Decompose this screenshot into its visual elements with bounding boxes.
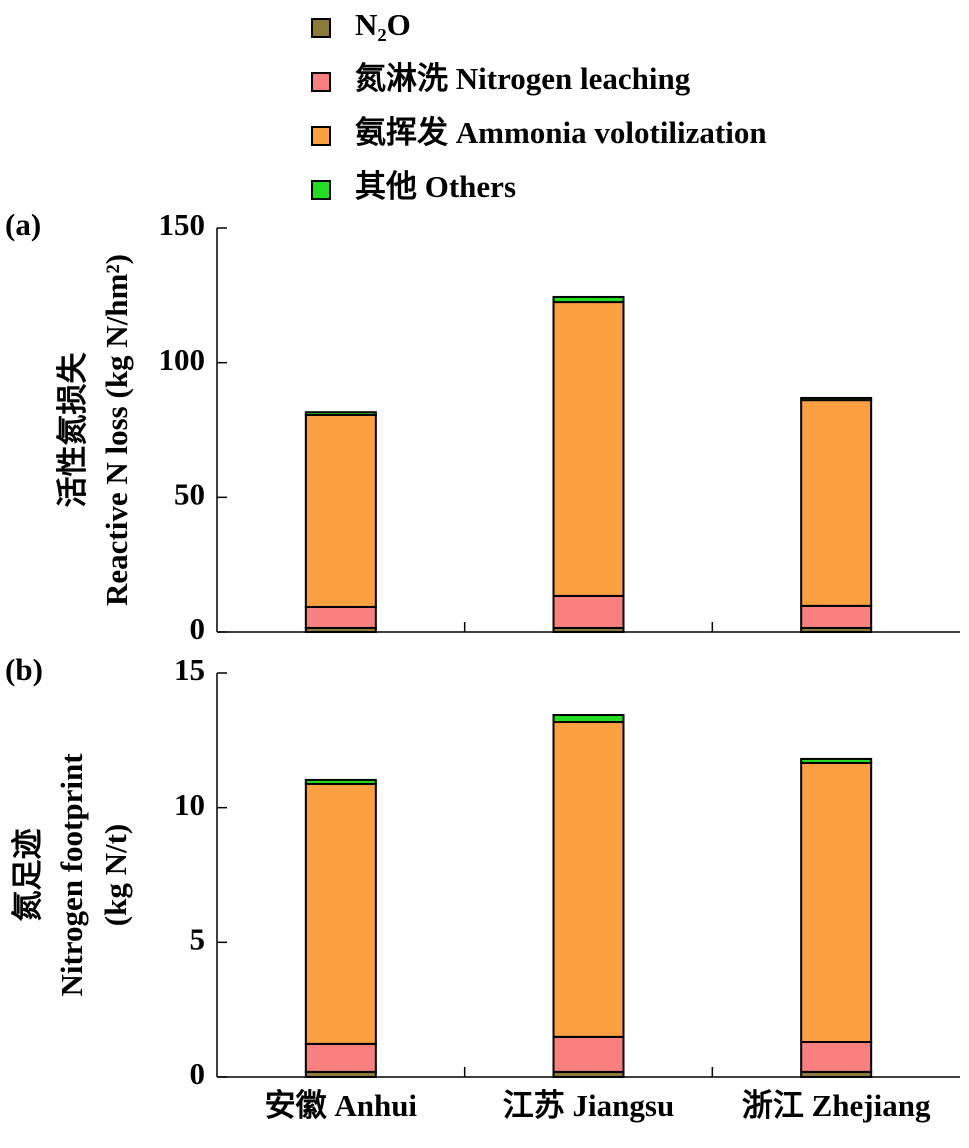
bar-segment: [304, 782, 377, 1045]
y-axis-label: 活性氮损失: [55, 352, 90, 508]
y-tick-label: 0: [190, 611, 206, 646]
y-tick-label: 15: [174, 652, 205, 687]
y-axis-label: 氮足迹: [10, 829, 45, 922]
bar-segment: [800, 396, 873, 402]
panel-label: (a): [5, 207, 41, 242]
y-tick-label: 10: [174, 787, 205, 822]
legend-label: 氨挥发 Ammonia volotilization: [355, 115, 767, 150]
y-axis-label: Reactive N loss (kg N/hm²): [99, 254, 134, 606]
bar-segment: [552, 301, 625, 597]
x-tick-label: 江苏 Jiangsu: [503, 1088, 674, 1123]
y-tick-label: 100: [159, 342, 206, 377]
bar-segment: [800, 399, 873, 607]
y-axis-label: Nitrogen footprint: [54, 753, 89, 997]
bar-segment: [304, 778, 377, 785]
legend-swatch: [311, 180, 331, 200]
x-tick-label: 安徽 Anhui: [265, 1088, 418, 1123]
bar-segment: [304, 605, 377, 629]
bar-segment: [304, 413, 377, 608]
y-axis-label: (kg N/t): [98, 824, 133, 926]
legend-label: 其他 Others: [355, 169, 516, 204]
y-tick-label: 150: [159, 207, 206, 242]
legend-label: 氮淋洗 Nitrogen leaching: [355, 61, 691, 96]
bar-segment: [552, 295, 625, 304]
bar-segment: [800, 604, 873, 629]
y-tick-label: 50: [174, 476, 205, 511]
bar-segment: [552, 594, 625, 629]
bar-segment: [304, 411, 377, 416]
bar-segment: [800, 761, 873, 1043]
bar-segment: [800, 757, 873, 764]
bar-segment: [800, 1040, 873, 1073]
bar-segment: [552, 714, 625, 724]
legend-label: N₂O: [355, 7, 411, 42]
bar-segment: [552, 1035, 625, 1073]
legend-swatch: [311, 72, 331, 92]
legend-swatch: [311, 126, 331, 146]
legend-swatch: [311, 18, 331, 38]
bar-segment: [552, 721, 625, 1038]
panel-label: (b): [5, 652, 43, 687]
y-tick-label: 5: [190, 921, 206, 956]
y-tick-label: 0: [190, 1056, 206, 1091]
x-tick-label: 浙江 Zhejiang: [742, 1088, 931, 1123]
bar-segment: [304, 1042, 377, 1073]
